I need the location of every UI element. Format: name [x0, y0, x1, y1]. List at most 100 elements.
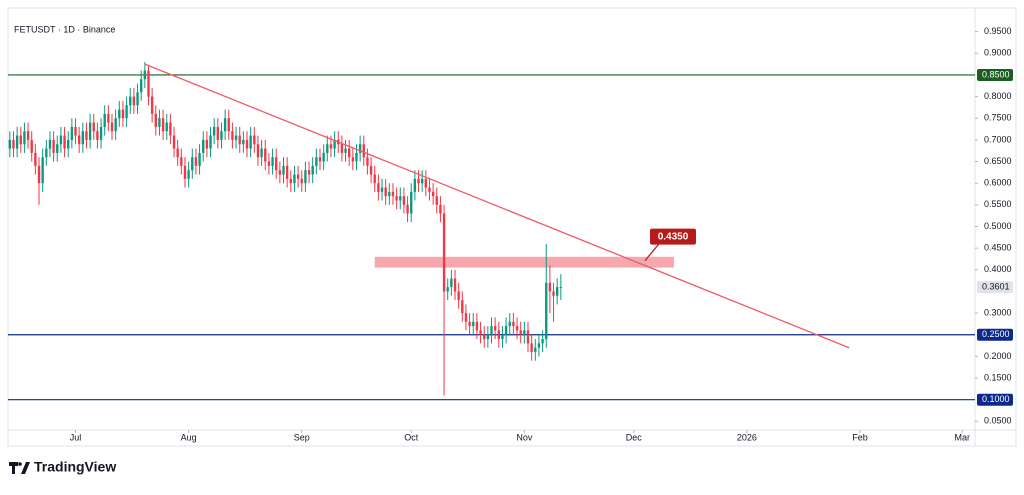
candle-body	[187, 170, 190, 179]
candle-body	[132, 96, 136, 106]
candle-body	[362, 144, 365, 158]
candle-body	[242, 139, 245, 145]
candle-body	[493, 326, 497, 331]
candle-body	[150, 96, 154, 114]
candle-body	[537, 343, 541, 348]
candle-body	[340, 144, 344, 153]
candle-body	[191, 157, 194, 171]
candle-body	[428, 187, 431, 192]
candle-body	[329, 144, 333, 149]
candle-body	[395, 196, 398, 201]
candle-body	[296, 174, 300, 179]
brand-logo	[9, 462, 30, 474]
candle-body	[231, 131, 234, 140]
candle-body	[67, 139, 70, 149]
frame	[7, 7, 1017, 447]
level-label: 0.8500	[982, 69, 1010, 79]
candle-body	[143, 70, 147, 80]
candle-body	[202, 139, 205, 153]
candle-body	[81, 131, 84, 145]
candle-body	[358, 144, 362, 153]
candle-body	[110, 122, 114, 132]
candle-body	[446, 287, 449, 292]
x-tick-label: Dec	[626, 432, 643, 442]
candle-body	[504, 326, 508, 335]
candle-body	[176, 148, 179, 158]
candle-body	[12, 139, 15, 149]
last-price-badge	[977, 281, 1013, 294]
y-tick-label: 0.5500	[984, 199, 1012, 209]
candle-body	[307, 170, 311, 175]
candle-body	[260, 148, 263, 158]
candle-body	[512, 321, 515, 327]
candle-body	[56, 144, 59, 153]
candle-body	[380, 187, 384, 192]
candle-body	[194, 157, 198, 166]
candle-body	[483, 334, 486, 340]
candle-body	[165, 122, 168, 132]
candle-body	[45, 148, 48, 158]
candle-body	[205, 139, 209, 149]
candle-body	[103, 113, 106, 127]
candle-body	[388, 191, 391, 197]
candle-body	[271, 157, 274, 166]
candle-body	[315, 157, 318, 166]
candle-body	[238, 135, 241, 145]
candle-body	[468, 321, 471, 327]
candle-body	[555, 287, 559, 296]
candle-body	[129, 96, 132, 106]
y-tick-label: 0.7500	[984, 113, 1012, 123]
candle-body	[406, 204, 409, 214]
candle-body	[234, 135, 238, 140]
candle-body	[282, 165, 285, 175]
level-label: 0.1000	[982, 394, 1010, 404]
x-tick-label: Feb	[852, 432, 868, 442]
candle-body	[154, 113, 157, 127]
candle-body	[198, 152, 201, 166]
candle-body	[384, 187, 387, 197]
candle-body	[88, 122, 92, 140]
candle-body	[366, 157, 369, 166]
candle-body	[52, 139, 55, 153]
candle-body	[85, 131, 88, 140]
candle-body	[326, 144, 329, 153]
candle-body	[322, 152, 325, 162]
candle-body	[355, 152, 358, 162]
y-tick-label: 0.7000	[984, 134, 1012, 144]
support-zone	[374, 256, 674, 268]
candle-body	[180, 157, 183, 166]
x-tick-label: 2026	[737, 432, 757, 442]
candle-body	[318, 157, 322, 162]
candle-body	[300, 178, 303, 184]
candle-body	[439, 204, 442, 214]
candle-body	[377, 183, 380, 192]
y-tick-label: 0.4000	[984, 264, 1012, 274]
candle-body	[41, 157, 44, 184]
candle-body	[23, 131, 26, 145]
candle-body	[169, 122, 172, 136]
candle-body	[107, 113, 110, 123]
candle-body	[457, 291, 460, 301]
y-tick-label: 0.9000	[984, 48, 1012, 58]
candle-body	[275, 157, 278, 171]
y-tick-label: 0.6500	[984, 156, 1012, 166]
candle-body	[402, 196, 406, 205]
candle-body	[541, 339, 544, 344]
candle-body	[391, 191, 395, 197]
candle-body	[435, 196, 438, 205]
candle-body	[227, 118, 230, 132]
candle-body	[304, 170, 307, 184]
candle-body	[63, 135, 66, 149]
x-tick-label: Oct	[404, 432, 419, 442]
candle-body	[464, 313, 468, 322]
callout-label: 0.4350	[658, 231, 689, 242]
candle-body	[216, 126, 220, 140]
y-tick-label: 0.8000	[984, 91, 1012, 101]
candle-body	[125, 105, 128, 119]
candle-body	[472, 321, 475, 327]
y-tick-label: 0.2000	[984, 351, 1012, 361]
candle-body	[37, 165, 41, 184]
candle-body	[220, 131, 223, 140]
candle-body	[413, 178, 417, 192]
